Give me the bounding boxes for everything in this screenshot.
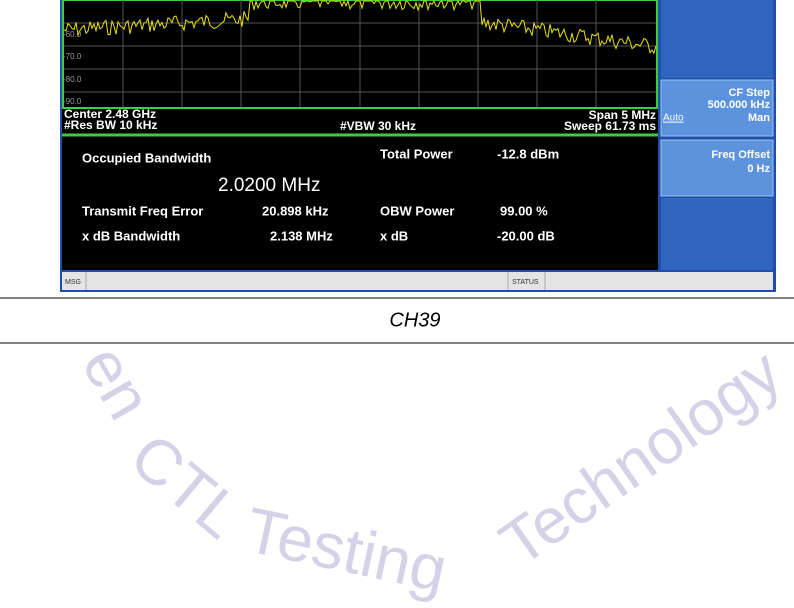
row-label: OBW Power [380,203,454,218]
watermark: en CTL Testing Technology [68,333,794,605]
measurement-title: Occupied Bandwidth [82,150,211,165]
page: en CTL Testing Technology -60.0 -70.0 -8… [0,0,794,608]
y-axis-label: -90.0 [63,97,82,106]
status-bar [62,272,773,290]
res-bw: #Res BW 10 kHz [64,118,157,132]
obw-value: 2.0200 MHz [218,175,320,196]
softkey-option: Auto [663,113,684,124]
softkey-label: CF Step [728,87,770,99]
y-axis-label: -70.0 [63,52,82,61]
vbw: #VBW 30 kHz [340,119,416,133]
row-value: -20.00 dB [497,228,555,243]
watermark-text: Testing [240,493,453,606]
row-label: x dB Bandwidth [82,228,180,243]
y-axis-label: -80.0 [63,75,82,84]
watermark-text: CTL [117,419,256,552]
softkey-blank [661,0,773,78]
row-label: x dB [380,228,408,243]
status-label: STATUS [512,279,539,286]
row-value: 2.138 MHz [270,228,333,243]
status-msg: MSG [65,279,81,286]
watermark-text: Technology [487,335,794,580]
y-axis-label: -60.0 [63,30,82,39]
total-power-label: Total Power [380,146,453,161]
softkey-value: 0 Hz [747,163,770,175]
row-value: 99.00 % [500,203,548,218]
row-label: Transmit Freq Error [82,203,203,218]
softkey-option: Man [748,112,770,124]
sweep: Sweep 61.73 ms [564,119,656,133]
watermark-text: en [68,333,166,431]
row-value: 20.898 kHz [262,203,329,218]
softkey-value: 500.000 kHz [708,99,771,111]
caption: CH39 [389,309,440,331]
softkey-blank [661,198,773,270]
total-power-value: -12.8 dBm [497,146,559,161]
softkey-label: Freq Offset [711,149,770,161]
page-svg: en CTL Testing Technology -60.0 -70.0 -8… [0,0,794,608]
